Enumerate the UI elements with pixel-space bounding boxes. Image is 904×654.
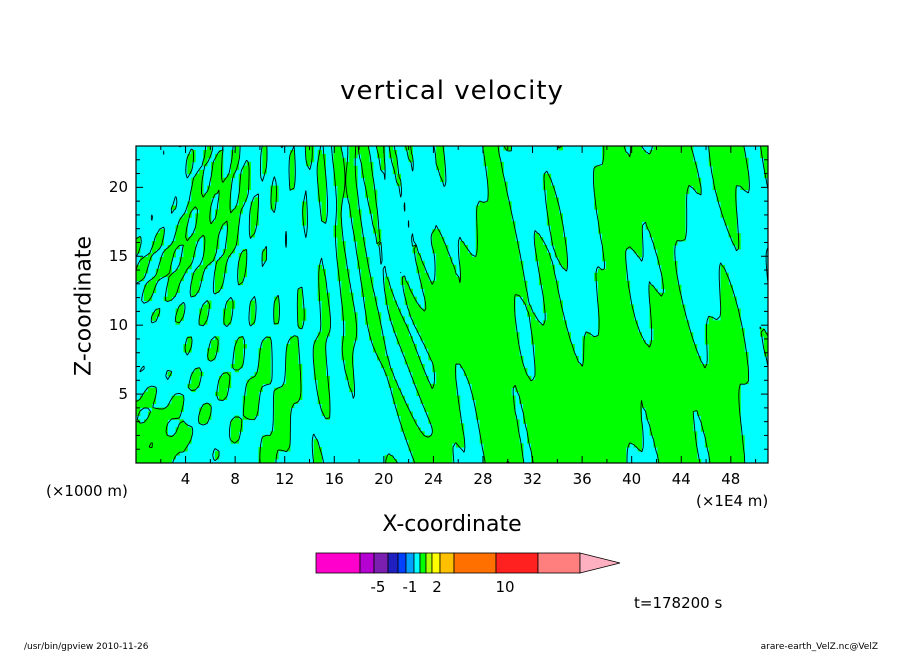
y-tick-label: 20 bbox=[108, 178, 128, 197]
colorbar-segment bbox=[439, 552, 455, 574]
colorbar-arrow bbox=[579, 552, 621, 574]
x-tick-label: 28 bbox=[473, 470, 493, 488]
colorbar-segment bbox=[397, 552, 407, 574]
x-tick-label: 20 bbox=[374, 470, 394, 488]
colorbar-segment bbox=[387, 552, 399, 574]
colorbar-segment bbox=[413, 552, 421, 574]
x-axis-unit: (×1E4 m) bbox=[696, 492, 769, 510]
x-tick-label: 4 bbox=[180, 470, 191, 488]
footer-left: /usr/bin/gpview 2010-11-26 bbox=[24, 642, 149, 652]
x-tick-label: 24 bbox=[423, 470, 443, 488]
y-tick-label: 10 bbox=[108, 316, 128, 335]
colorbar-label: 10 bbox=[495, 578, 515, 596]
positive-field bbox=[136, 146, 769, 464]
x-tick-label: 32 bbox=[523, 470, 543, 488]
positive-region bbox=[136, 146, 769, 464]
x-tick-label: 16 bbox=[324, 470, 344, 488]
colorbar-label: 2 bbox=[432, 578, 442, 596]
x-tick-label: 36 bbox=[572, 470, 592, 488]
colorbar-segment bbox=[405, 552, 415, 574]
colorbar-segment bbox=[359, 552, 375, 574]
colorbar-segment bbox=[495, 552, 539, 574]
x-tick-label: 48 bbox=[721, 470, 741, 488]
x-tick-label: 40 bbox=[622, 470, 642, 488]
x-tick-label: 12 bbox=[275, 470, 295, 488]
colorbar-segment bbox=[453, 552, 497, 574]
colorbar-segment bbox=[373, 552, 389, 574]
chart-title: vertical velocity bbox=[340, 76, 564, 106]
colorbar-segment bbox=[315, 552, 361, 574]
colorbar-segment bbox=[431, 552, 441, 574]
colorbar-label: -1 bbox=[402, 578, 418, 596]
time-label: t=178200 s bbox=[634, 594, 723, 612]
plot-frame bbox=[135, 145, 769, 464]
y-axis-unit: (×1000 m) bbox=[46, 482, 128, 500]
colorbar-segment bbox=[419, 552, 427, 574]
x-tick-label: 44 bbox=[671, 470, 691, 488]
footer-right: arare-earth_VelZ.nc@VelZ bbox=[760, 642, 878, 652]
x-tick-label: 8 bbox=[230, 470, 240, 488]
y-tick-label: 15 bbox=[108, 247, 128, 266]
colorbar-segment bbox=[425, 552, 433, 574]
y-tick-label: 5 bbox=[118, 385, 128, 404]
x-axis-label: X-coordinate bbox=[382, 512, 522, 537]
contour-lines bbox=[135, 145, 769, 464]
colorbar-segment bbox=[537, 552, 581, 574]
colorbar-label: -5 bbox=[370, 578, 386, 596]
